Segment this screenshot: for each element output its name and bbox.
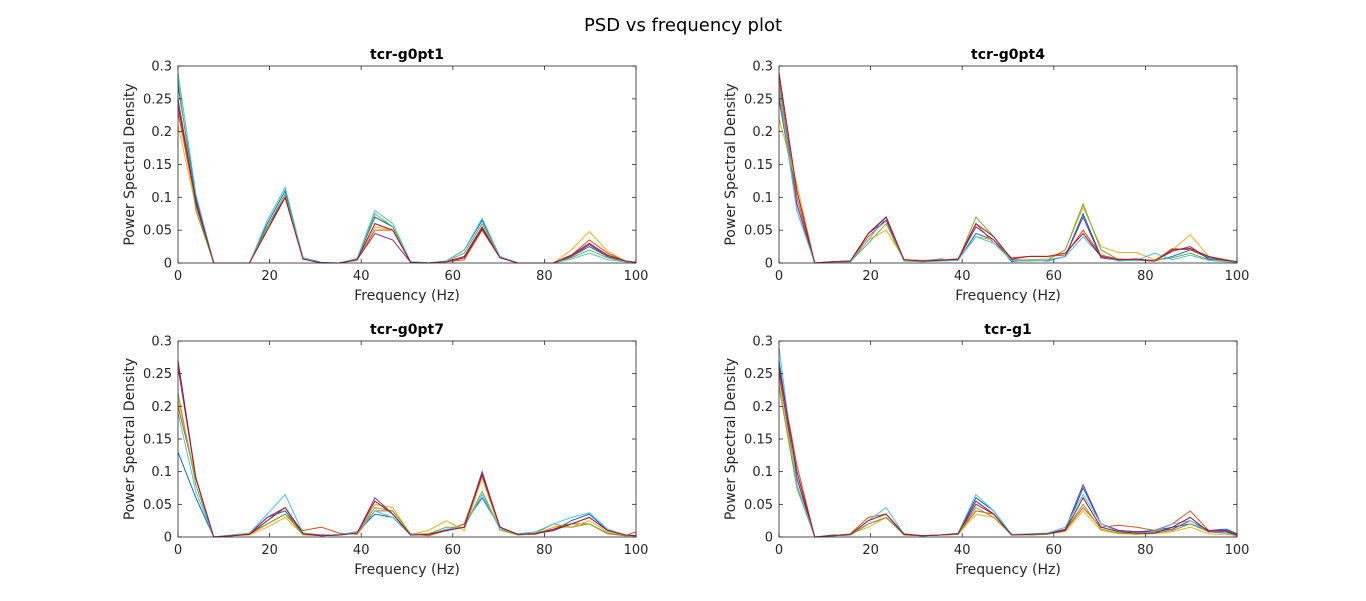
subplot-1-ytick-label: 0.1 [151, 191, 172, 206]
subplot-2-xtick-label: 20 [862, 269, 879, 284]
subplot-3-ytick-label: 0.2 [151, 400, 172, 415]
subplot-3-ytick-label: 0.3 [151, 335, 172, 350]
subplot-3-series-2 [177, 406, 637, 538]
subplot-4-xtick-label: 100 [1225, 543, 1250, 558]
subplot-1-ytick-label: 0.15 [143, 158, 172, 173]
subplot-2-xlabel: Frequency (Hz) [955, 288, 1061, 304]
subplot-1-series-3 [177, 124, 637, 264]
subplot-3-series-6 [177, 412, 637, 538]
subplot-1-xtick-label: 100 [624, 269, 649, 284]
subplot-1-series-5 [177, 79, 637, 264]
subplot-2-series-2 [778, 79, 1238, 264]
subplot-1-xtick-label: 80 [536, 269, 553, 284]
subplot-3-xtick-label: 80 [536, 543, 553, 558]
subplot-1-xtick-label: 40 [353, 269, 370, 284]
subplot-2-xtick-label: 0 [775, 269, 783, 284]
subplot-1-ytick-label: 0.05 [143, 224, 172, 239]
subplot-3-xtick-label: 20 [261, 543, 278, 558]
subplot-1-ytick-label: 0.2 [151, 125, 172, 140]
subplot-3-ytick-label: 0.05 [143, 498, 172, 513]
subplot-1-xtick-label: 0 [174, 269, 182, 284]
subplot-1-series-4 [177, 98, 637, 264]
subplot-3-xlabel: Frequency (Hz) [354, 562, 460, 578]
subplot-4-series-3 [778, 380, 1238, 538]
subplot-2-axes-box [778, 65, 1238, 264]
subplot-2-xtick-label: 40 [954, 269, 971, 284]
subplot-4-xtick-label: 20 [862, 543, 879, 558]
subplot-2-series-3 [778, 118, 1238, 264]
subplot-4-xtick-label: 80 [1137, 543, 1154, 558]
subplot-1-xtick-label: 60 [445, 269, 462, 284]
subplot-1-ylabel: Power Spectral Density [122, 83, 138, 245]
subplot-3-ytick-label: 0.1 [151, 465, 172, 480]
subplot-4-ytick-label: 0.15 [744, 433, 773, 448]
subplot-4-title: tcr-g1 [984, 322, 1031, 338]
subplot-4-series-5 [778, 386, 1238, 538]
subplot-2-ytick-label: 0.15 [744, 158, 773, 173]
subplot-4-axes-box [778, 340, 1238, 538]
subplot-1-xtick-label: 20 [261, 269, 278, 284]
subplot-1-ytick-label: 0 [164, 257, 172, 272]
subplot-1-axes-box [177, 65, 637, 264]
subplot-3-series-4 [177, 367, 637, 538]
subplot-2-series-6 [778, 85, 1238, 264]
subplot-2-xtick-label: 60 [1046, 269, 1063, 284]
subplot-4-ytick-label: 0.25 [744, 367, 773, 382]
subplot-2-series-5 [778, 92, 1238, 264]
subplot-4-ytick-label: 0.2 [752, 400, 773, 415]
subplot-4-series-7 [778, 367, 1238, 538]
subplot-2-series-1 [778, 85, 1238, 264]
subplot-4-ytick-label: 0.3 [752, 335, 773, 350]
subplot-3-ylabel: Power Spectral Density [122, 358, 138, 520]
subplot-1-xlabel: Frequency (Hz) [354, 288, 460, 304]
subplot-2-ytick-label: 0.2 [752, 125, 773, 140]
subplot-4-series-2 [778, 367, 1238, 538]
subplot-4-series-6 [778, 347, 1238, 538]
subplot-1-ytick-label: 0.3 [151, 60, 172, 75]
subplot-2-series-4 [778, 98, 1238, 264]
subplot-2-xtick-label: 100 [1225, 269, 1250, 284]
subplot-3-xtick-label: 0 [174, 543, 182, 558]
subplot-4-ytick-label: 0.1 [752, 465, 773, 480]
subplot-2-title: tcr-g0pt4 [971, 47, 1045, 63]
subplot-1-series-6 [177, 72, 637, 264]
subplot-4-xtick-label: 60 [1046, 543, 1063, 558]
subplot-3-ytick-label: 0.25 [143, 367, 172, 382]
subplot-4-ylabel: Power Spectral Density [723, 358, 739, 520]
subplot-3-xtick-label: 60 [445, 543, 462, 558]
subplot-4-series-1 [778, 360, 1238, 538]
subplot-4-xlabel: Frequency (Hz) [955, 562, 1061, 578]
subplot-2-ylabel: Power Spectral Density [723, 83, 739, 245]
subplot-3-ytick-label: 0 [164, 531, 172, 546]
subplot-3-series-7 [177, 360, 637, 538]
subplot-3-series-5 [177, 393, 636, 538]
figure-title: PSD vs frequency plot [583, 15, 783, 36]
subplot-2-ytick-label: 0.3 [752, 60, 773, 75]
subplot-4-series-4 [778, 373, 1238, 538]
subplot-1-ytick-label: 0.25 [143, 92, 172, 107]
subplot-2-ytick-label: 0.05 [744, 224, 773, 239]
subplot-3-axes-box [177, 340, 637, 538]
subplot-3-ytick-label: 0.15 [143, 433, 172, 448]
subplot-2-ytick-label: 0 [765, 257, 773, 272]
subplot-3-series-3 [177, 399, 637, 538]
subplot-4-xtick-label: 0 [775, 543, 783, 558]
subplot-3-xtick-label: 40 [353, 543, 370, 558]
subplot-2-xtick-label: 80 [1137, 269, 1154, 284]
subplot-4-xtick-label: 40 [954, 543, 971, 558]
subplot-2-series-7 [778, 72, 1238, 264]
subplot-2-ytick-label: 0.25 [744, 92, 773, 107]
subplot-1-series-2 [177, 111, 637, 264]
subplot-1-series-7 [177, 105, 637, 264]
subplot-1-series-1 [177, 85, 637, 264]
subplot-3-title: tcr-g0pt7 [370, 322, 444, 338]
subplot-4-ytick-label: 0.05 [744, 498, 773, 513]
subplot-2-ytick-label: 0.1 [752, 191, 773, 206]
subplot-3-xtick-label: 100 [624, 543, 649, 558]
subplot-1-title: tcr-g0pt1 [370, 47, 444, 63]
subplot-4-ytick-label: 0 [765, 531, 773, 546]
